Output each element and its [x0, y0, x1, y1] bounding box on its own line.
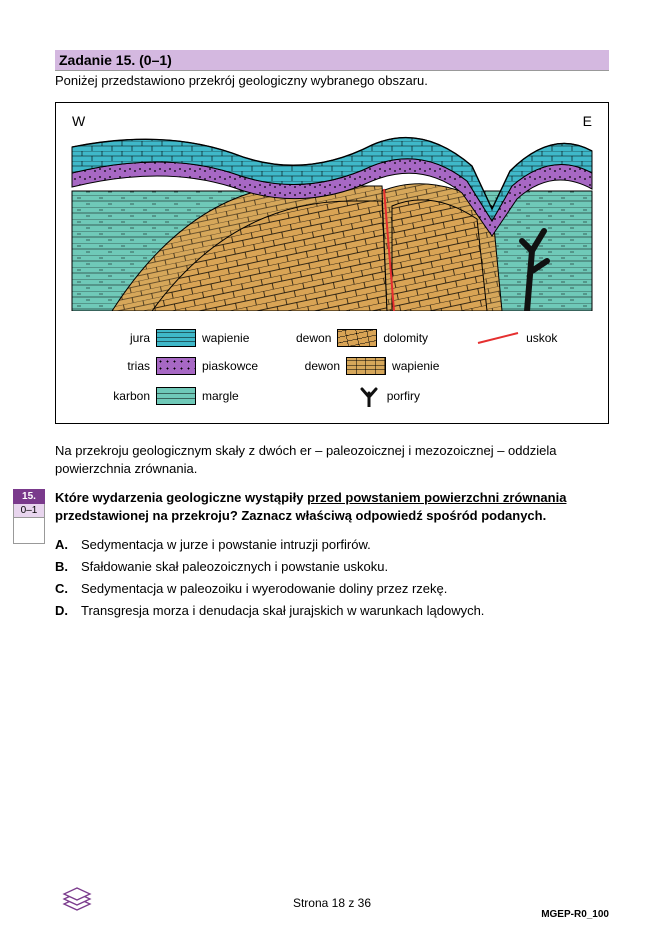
task-intro: Poniżej przedstawiono przekrój geologicz… [55, 73, 609, 88]
badge-number: 15. [13, 489, 45, 504]
answer-text: Sedymentacja w paleozoiku i wyerodowanie… [81, 581, 447, 596]
description-text: Na przekroju geologicznym skały z dwóch … [55, 442, 609, 477]
geology-svg [66, 111, 598, 311]
direction-east: E [583, 113, 592, 129]
legend-label: margle [202, 389, 239, 403]
cross-section-diagram: W E [66, 111, 598, 311]
doc-code: MGEP-R0_100 [541, 909, 609, 920]
legend-row: karbon margle porfiry [96, 385, 578, 407]
legend-label: trias [96, 359, 150, 373]
legend-label: dolomity [383, 331, 428, 345]
legend-label: karbon [96, 389, 150, 403]
answer-option[interactable]: B.Sfałdowanie skał paleozoicznych i pows… [55, 559, 609, 574]
answer-text: Transgresja morza i denudacja skał juraj… [81, 603, 484, 618]
answer-text: Sfałdowanie skał paleozoicznych i powsta… [81, 559, 388, 574]
answer-text: Sedymentacja w jurze i powstanie intruzj… [81, 537, 371, 552]
legend: jura wapienie dewon dolomity uskok trias… [66, 321, 598, 411]
legend-row: trias piaskowce dewon wapienie [96, 357, 578, 375]
swatch-karbon [156, 387, 196, 405]
page-footer: Strona 18 z 36 MGEP-R0_100 [0, 896, 664, 910]
legend-label: dewon [277, 331, 331, 345]
answer-list: A.Sedymentacja w jurze i powstanie intru… [55, 537, 609, 618]
swatch-dewon-dolo [337, 329, 377, 347]
page-number: Strona 18 z 36 [293, 896, 371, 910]
swatch-fault [476, 331, 520, 345]
badge-points: 0–1 [13, 504, 45, 518]
question-text: Które wydarzenia geologiczne wystąpiły p… [55, 489, 609, 525]
task-badge: 15. 0–1 [13, 489, 45, 544]
answer-option[interactable]: C.Sedymentacja w paleozoiku i wyerodowan… [55, 581, 609, 596]
legend-label: wapienie [392, 359, 439, 373]
swatch-porfiry [357, 385, 381, 407]
legend-label: porfiry [387, 389, 420, 403]
legend-label: uskok [526, 331, 557, 345]
direction-west: W [72, 113, 85, 129]
answer-option[interactable]: D.Transgresja morza i denudacja skał jur… [55, 603, 609, 618]
legend-label: dewon [286, 359, 340, 373]
legend-label: jura [96, 331, 150, 345]
stack-icon [60, 886, 94, 914]
swatch-trias [156, 357, 196, 375]
swatch-jura [156, 329, 196, 347]
legend-label: piaskowce [202, 359, 258, 373]
task-header: Zadanie 15. (0–1) [55, 50, 609, 71]
legend-label: wapienie [202, 331, 249, 345]
figure-container: W E [55, 102, 609, 424]
legend-row: jura wapienie dewon dolomity uskok [96, 329, 578, 347]
swatch-dewon-wap [346, 357, 386, 375]
answer-option[interactable]: A.Sedymentacja w jurze i powstanie intru… [55, 537, 609, 552]
badge-empty [13, 518, 45, 544]
